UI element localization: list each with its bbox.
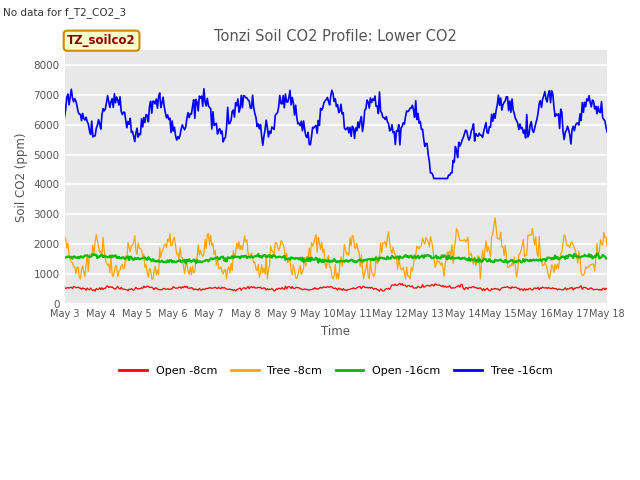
Tree -8cm xyxy=(491,215,499,221)
Tree -16cm xyxy=(430,176,438,181)
Tree -8cm xyxy=(77,276,84,282)
Open -8cm xyxy=(461,285,469,291)
Text: No data for f_T2_CO2_3: No data for f_T2_CO2_3 xyxy=(3,7,126,18)
Tree -16cm xyxy=(61,114,68,120)
Tree -8cm xyxy=(61,234,68,240)
Tree -16cm xyxy=(392,142,399,147)
Open -16cm xyxy=(61,255,68,261)
Tree -16cm xyxy=(604,129,611,135)
Text: TZ_soilco2: TZ_soilco2 xyxy=(67,34,136,47)
Open -8cm xyxy=(392,281,399,287)
Tree -8cm xyxy=(392,252,399,257)
Open -16cm xyxy=(230,253,238,259)
Open -8cm xyxy=(230,288,237,293)
Open -8cm xyxy=(364,285,372,291)
Open -16cm xyxy=(461,255,468,261)
Open -8cm xyxy=(396,281,404,287)
Tree -8cm xyxy=(291,267,298,273)
Tree -8cm xyxy=(365,276,373,282)
Open -8cm xyxy=(289,286,297,291)
Title: Tonzi Soil CO2 Profile: Lower CO2: Tonzi Soil CO2 Profile: Lower CO2 xyxy=(214,29,458,44)
Tree -8cm xyxy=(556,256,563,262)
Line: Tree -8cm: Tree -8cm xyxy=(65,218,607,279)
Line: Tree -16cm: Tree -16cm xyxy=(65,89,607,179)
Tree -16cm xyxy=(365,105,373,111)
Line: Open -8cm: Open -8cm xyxy=(65,284,607,291)
Tree -8cm xyxy=(230,255,238,261)
Open -16cm xyxy=(392,255,399,261)
Tree -16cm xyxy=(556,126,563,132)
Open -16cm xyxy=(365,256,373,262)
Tree -8cm xyxy=(461,237,468,242)
Open -16cm xyxy=(555,256,563,262)
Open -16cm xyxy=(604,255,611,261)
Tree -16cm xyxy=(461,127,469,133)
Tree -16cm xyxy=(230,114,238,120)
X-axis label: Time: Time xyxy=(321,324,350,338)
Open -8cm xyxy=(604,286,611,292)
Tree -8cm xyxy=(604,243,611,249)
Tree -16cm xyxy=(200,86,208,92)
Legend: Open -8cm, Tree -8cm, Open -16cm, Tree -16cm: Open -8cm, Tree -8cm, Open -16cm, Tree -… xyxy=(115,361,557,380)
Tree -16cm xyxy=(291,112,298,118)
Open -8cm xyxy=(556,287,563,292)
Y-axis label: Soil CO2 (ppm): Soil CO2 (ppm) xyxy=(15,132,28,222)
Open -16cm xyxy=(291,256,298,262)
Open -8cm xyxy=(61,284,68,290)
Open -16cm xyxy=(593,251,601,256)
Open -16cm xyxy=(182,261,189,266)
Open -8cm xyxy=(376,288,383,294)
Line: Open -16cm: Open -16cm xyxy=(65,253,607,264)
